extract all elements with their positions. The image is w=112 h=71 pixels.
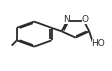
- Text: O: O: [81, 15, 88, 24]
- Text: N: N: [62, 15, 69, 24]
- Text: HO: HO: [91, 39, 104, 47]
